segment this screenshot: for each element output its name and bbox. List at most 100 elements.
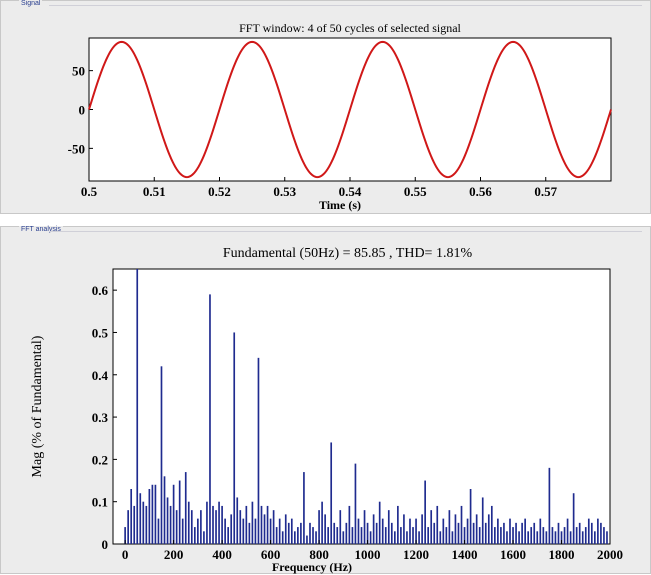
signal-chart-title: FFT window: 4 of 50 cycles of selected s… bbox=[239, 21, 461, 35]
fft-bar bbox=[163, 476, 166, 544]
fft-bar bbox=[433, 522, 436, 544]
fft-bar bbox=[597, 518, 599, 544]
fft-bar bbox=[309, 522, 311, 544]
fft-bar bbox=[281, 531, 284, 544]
fft-bar bbox=[133, 505, 136, 544]
fft-panel-tag: FFT analysis bbox=[19, 226, 63, 233]
fft-bar bbox=[557, 522, 560, 544]
fft-bar bbox=[533, 522, 536, 544]
fft-bar bbox=[466, 518, 469, 544]
fft-bar bbox=[318, 510, 320, 544]
fft-bar bbox=[206, 501, 208, 544]
fft-bar bbox=[294, 531, 296, 544]
fft-bar bbox=[457, 522, 460, 544]
fft-bar bbox=[530, 527, 533, 544]
fft-bar bbox=[215, 510, 217, 544]
fft-bar bbox=[545, 531, 548, 544]
fft-bar bbox=[415, 518, 417, 544]
x-tick-label: 0.51 bbox=[143, 184, 166, 199]
fft-bar bbox=[130, 489, 133, 544]
fft-bar bbox=[312, 527, 314, 544]
fft-bar bbox=[406, 531, 408, 544]
fft-bar bbox=[178, 480, 181, 544]
x-tick-label: 200 bbox=[164, 547, 184, 562]
fft-bar bbox=[463, 527, 466, 544]
fft-bar bbox=[212, 505, 214, 544]
fft-bar bbox=[339, 510, 342, 544]
fft-bar bbox=[515, 522, 517, 544]
fft-bar bbox=[566, 518, 569, 544]
signal-series-line bbox=[88, 40, 612, 179]
x-tick-label: 0.56 bbox=[469, 184, 492, 199]
fft-y-axis-label: Mag (% of Fundamental) bbox=[30, 335, 45, 477]
fft-bar bbox=[315, 531, 317, 544]
fft-bar bbox=[203, 531, 205, 544]
fft-bar bbox=[221, 505, 223, 544]
fft-bar bbox=[503, 522, 505, 544]
fft-bar bbox=[521, 522, 523, 544]
fft-bar bbox=[148, 489, 151, 544]
y-tick-label: -50 bbox=[68, 141, 85, 156]
fft-chart-title: Fundamental (50Hz) = 85.85 , THD= 1.81% bbox=[223, 246, 473, 261]
fft-bar bbox=[230, 514, 233, 544]
fft-bar bbox=[412, 527, 414, 544]
fft-bar bbox=[512, 527, 514, 544]
fft-bar bbox=[227, 527, 229, 544]
fft-bar bbox=[239, 510, 242, 544]
fft-bar bbox=[245, 505, 248, 544]
fft-bar bbox=[233, 332, 236, 544]
fft-bar bbox=[436, 505, 439, 544]
fft-bar bbox=[300, 522, 302, 544]
fft-bar bbox=[193, 527, 196, 544]
fft-bar bbox=[306, 535, 308, 544]
fft-bar bbox=[360, 527, 363, 544]
fft-bar bbox=[418, 531, 420, 544]
fft-bar bbox=[209, 294, 211, 544]
fft-bar bbox=[460, 505, 463, 544]
fft-bar bbox=[345, 522, 348, 544]
fft-bar bbox=[397, 505, 399, 544]
fft-bar bbox=[384, 527, 387, 544]
fft-bar bbox=[342, 531, 345, 544]
fft-bar bbox=[127, 510, 129, 544]
fft-panel-rule bbox=[49, 231, 642, 232]
signal-chart: FFT window: 4 of 50 cycles of selected s… bbox=[68, 21, 612, 212]
fft-bar bbox=[284, 514, 287, 544]
x-tick-label: 400 bbox=[212, 547, 232, 562]
fft-bar bbox=[303, 472, 305, 544]
fft-bar bbox=[394, 531, 396, 544]
fft-bar bbox=[157, 518, 160, 544]
fft-bar bbox=[524, 518, 526, 544]
fft-plot-area bbox=[112, 268, 611, 545]
fft-bar bbox=[451, 531, 454, 544]
fft-bar bbox=[175, 510, 178, 544]
fft-bar bbox=[297, 527, 299, 544]
fft-bar bbox=[475, 514, 478, 544]
fft-bar bbox=[218, 501, 220, 544]
fft-bar bbox=[254, 518, 257, 544]
fft-bar bbox=[251, 501, 254, 544]
fft-bar bbox=[151, 484, 154, 544]
fft-bar bbox=[351, 527, 354, 544]
fft-bar bbox=[554, 531, 557, 544]
x-tick-label: 0.53 bbox=[273, 184, 296, 199]
fft-bar bbox=[378, 501, 381, 544]
fft-bar bbox=[166, 497, 169, 544]
y-tick-label: 0.2 bbox=[92, 452, 108, 467]
fft-bar bbox=[190, 510, 193, 544]
fft-bar bbox=[539, 518, 542, 544]
fft-bar bbox=[594, 531, 596, 544]
fft-bar bbox=[324, 514, 326, 544]
fft-bar bbox=[263, 514, 266, 544]
fft-bar bbox=[454, 514, 457, 544]
x-tick-label: 0.52 bbox=[208, 184, 231, 199]
x-tick-label: 0.5 bbox=[81, 184, 98, 199]
fft-bar bbox=[381, 518, 384, 544]
fft-bar bbox=[442, 518, 445, 544]
fft-bar bbox=[139, 493, 142, 544]
fft-bar bbox=[430, 510, 433, 544]
fft-bar bbox=[494, 527, 496, 544]
fft-bar bbox=[590, 522, 593, 544]
fft-bar bbox=[548, 467, 551, 544]
fft-bar bbox=[145, 505, 148, 544]
